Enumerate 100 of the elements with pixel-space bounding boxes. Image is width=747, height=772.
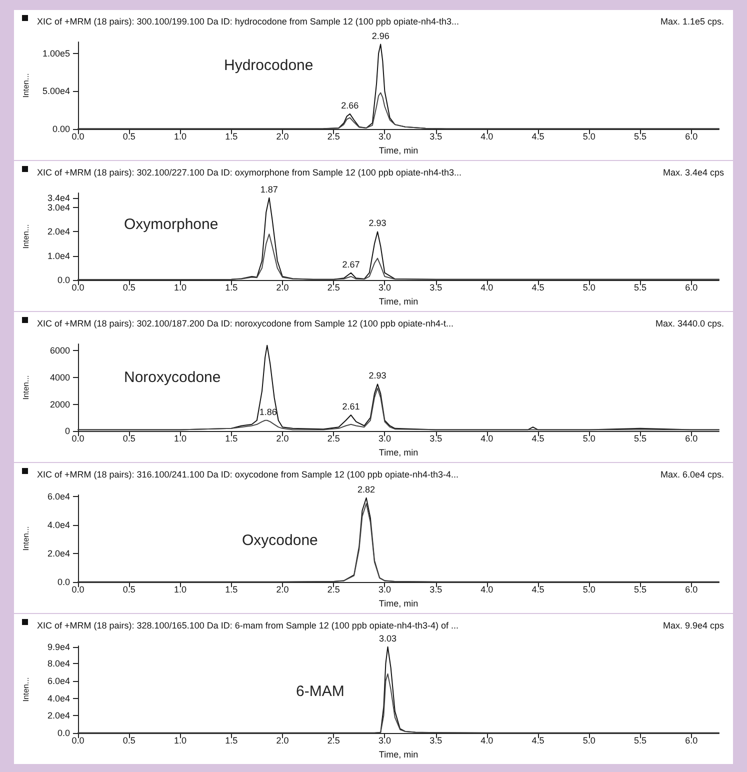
x-tick-label: 1.0 (174, 282, 186, 293)
x-tick-label: 0.5 (122, 584, 136, 595)
y-tick-label: 2.0e4 (47, 226, 70, 237)
x-tick-label: 0.0 (72, 736, 84, 746)
x-tick-label: 0.5 (122, 132, 136, 142)
x-tick-label: 0.0 (72, 132, 84, 142)
x-tick-label: 6.0 (685, 736, 698, 746)
chart-subtitle: Max. 3440.0 cps. (655, 318, 724, 328)
annotation: Hydrocodone (224, 57, 314, 74)
annotation: 1.87 (260, 184, 278, 194)
x-tick-label: 2.0 (276, 434, 289, 444)
x-tick-label: 6.0 (685, 584, 698, 595)
annotation: 1.86 (259, 406, 277, 417)
y-tick-label: 2.0e4 (47, 710, 70, 721)
x-tick-label: 1.0 (174, 736, 186, 746)
x-tick-label: 0.5 (122, 736, 136, 746)
y-tick-label: 3.4e4 (47, 192, 70, 203)
x-tick-label: 3.0 (378, 736, 391, 746)
x-tick-label: 0.5 (122, 434, 136, 444)
y-tick-label: 2.0e4 (47, 548, 70, 559)
y-tick-label: 2000 (50, 399, 70, 410)
y-tick-label: 6.0e4 (47, 491, 70, 502)
x-tick-label: 4.0 (480, 736, 494, 746)
chart-title: XIC of +MRM (18 pairs): 328.100/165.100 Da ID: 6-mam from Sample 12 (100 ppb opiate-nh4-th3-4) of ... (37, 620, 458, 630)
x-tick-label: 2.5 (327, 132, 340, 142)
x-tick-label: 5.5 (634, 736, 647, 746)
annotation: 2.82 (358, 484, 376, 494)
x-axis-title: Time, min (378, 146, 418, 156)
x-tick-label: 4.5 (532, 736, 544, 746)
y-tick-label: 0 (64, 426, 70, 436)
y-tick-label: 9.9e4 (47, 642, 70, 652)
annotation: 2.93 (368, 370, 386, 381)
x-tick-label: 3.0 (378, 132, 391, 142)
x-tick-label: 1.5 (225, 282, 238, 293)
x-tick-label: 2.5 (327, 584, 340, 595)
x-axis-title: Time, min (378, 296, 418, 306)
y-tick-label: 0.0 (57, 577, 70, 588)
x-tick-label: 2.0 (276, 584, 289, 595)
y-tick-label: 4.0e4 (47, 693, 70, 704)
chart-subtitle: Max. 6.0e4 cps. (660, 470, 724, 480)
x-tick-label: 4.0 (480, 434, 494, 444)
x-tick-label: 2.5 (327, 434, 340, 444)
annotation: 2.61 (342, 402, 360, 412)
x-tick-label: 6.0 (685, 282, 698, 293)
y-axis-title: Inten... (22, 224, 30, 249)
x-tick-label: 0.0 (72, 282, 84, 293)
x-tick-label: 2.5 (327, 736, 340, 746)
x-tick-label: 0.5 (122, 282, 136, 293)
annotation: 6-MAM (296, 683, 344, 700)
y-axis-title: Inten... (22, 677, 30, 702)
x-tick-label: 2.0 (276, 736, 289, 746)
chart-title: XIC of +MRM (18 pairs): 300.100/199.100 Da ID: hydrocodone from Sample 12 (100 ppb opiate-nh4-th3... (37, 16, 459, 26)
x-tick-label: 4.0 (480, 584, 494, 595)
y-tick-label: 3.0e4 (47, 202, 70, 213)
x-tick-label: 1.0 (174, 132, 186, 142)
x-tick-label: 3.0 (378, 434, 391, 444)
x-tick-label: 1.5 (225, 434, 238, 444)
x-tick-label: 5.0 (582, 584, 596, 595)
annotation: Oxymorphone (124, 216, 218, 233)
x-tick-label: 5.0 (582, 282, 596, 293)
x-tick-label: 0.0 (72, 584, 84, 595)
x-tick-label: 4.0 (480, 282, 494, 293)
x-tick-label: 3.5 (430, 282, 442, 293)
x-tick-label: 3.5 (430, 434, 442, 444)
y-tick-label: 5.00e4 (42, 86, 70, 96)
x-tick-label: 5.5 (634, 434, 647, 444)
x-tick-label: 4.5 (532, 434, 544, 444)
y-tick-label: 0.00 (52, 124, 70, 134)
x-axis-title: Time, min (378, 448, 418, 458)
annotation: 2.67 (342, 259, 360, 270)
x-axis-title: Time, min (378, 750, 418, 760)
y-axis-title: Inten... (22, 526, 30, 551)
x-tick-label: 4.5 (532, 584, 544, 595)
annotation: 2.96 (372, 30, 390, 41)
y-axis-title: Inten... (22, 375, 30, 400)
x-tick-label: 4.0 (480, 132, 494, 142)
x-tick-label: 4.5 (532, 132, 544, 142)
x-tick-label: 3.5 (430, 132, 442, 142)
annotation: Oxycodone (242, 532, 318, 549)
annotation: 2.93 (368, 218, 386, 228)
x-axis-title: Time, min (378, 598, 418, 608)
x-tick-label: 5.0 (582, 434, 596, 444)
y-tick-label: 4000 (50, 372, 70, 382)
x-tick-label: 5.5 (634, 132, 647, 142)
annotation: 3.03 (379, 633, 397, 644)
x-tick-label: 2.5 (327, 282, 340, 293)
chart-title: XIC of +MRM (18 pairs): 316.100/241.100 Da ID: oxycodone from Sample 12 (100 ppb opiate-nh4-th3-4... (37, 470, 458, 480)
x-tick-label: 1.5 (225, 584, 238, 595)
y-tick-label: 8.0e4 (47, 658, 70, 668)
y-tick-label: 0.0 (57, 728, 70, 738)
annotation: Noroxycodone (124, 369, 221, 386)
y-tick-label: 4.0e4 (47, 520, 70, 530)
chart-subtitle: Max. 3.4e4 cps (662, 168, 724, 178)
x-tick-label: 6.0 (685, 434, 698, 444)
y-axis-title: Inten... (22, 73, 30, 98)
x-tick-label: 5.5 (634, 282, 647, 293)
y-tick-label: 1.0e4 (47, 250, 70, 261)
chart-subtitle: Max. 9.9e4 cps (662, 620, 724, 630)
x-tick-label: 1.5 (225, 736, 238, 746)
x-tick-label: 5.0 (582, 736, 596, 746)
